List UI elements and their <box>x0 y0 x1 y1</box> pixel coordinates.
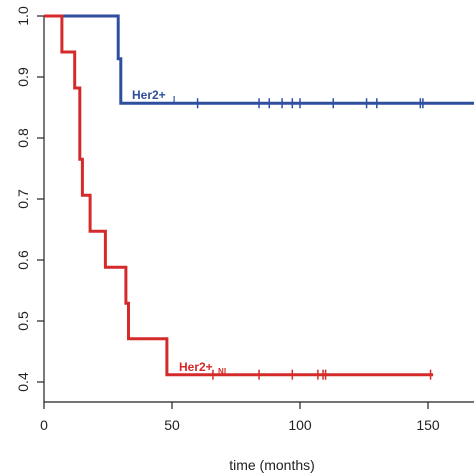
x-tick-label: 100 <box>288 417 312 433</box>
x-tick-label: 50 <box>164 417 180 433</box>
y-tick-label: 0.9 <box>15 67 31 87</box>
survival-curve-her2-ni <box>44 14 434 377</box>
series-label-her2-i: Her2+ I <box>132 88 175 104</box>
y-tick-label: 0.5 <box>15 311 31 331</box>
y-tick-label: 1.0 <box>15 6 31 26</box>
y-tick-label: 0.8 <box>15 128 31 148</box>
y-tick-label: 0.6 <box>15 250 31 270</box>
axes <box>43 16 474 403</box>
y-tick-label: 0.4 <box>15 372 31 392</box>
series-label-her2-ni: Her2+ NI <box>179 360 226 376</box>
series-layer <box>44 14 474 380</box>
series-label-her2-i-subscript: I <box>173 95 175 104</box>
series-label-her2-i-name: Her2+ <box>132 88 166 102</box>
series-label-her2-ni-subscript: NI <box>218 367 226 376</box>
y-tick-label: 0.7 <box>15 189 31 209</box>
x-tick-label: 0 <box>40 417 48 433</box>
ticks: 0 50 100 150 0.4 0.5 0.6 0.7 0.8 0.9 1.0 <box>15 6 440 433</box>
series-her2-i <box>44 14 474 109</box>
x-tick-label: 150 <box>416 417 440 433</box>
series-label-her2-ni-name: Her2+ <box>179 360 213 374</box>
x-axis-title: time (months) <box>229 457 315 473</box>
survival-curve-her2-i <box>44 14 474 105</box>
series-her2-ni <box>44 14 434 380</box>
